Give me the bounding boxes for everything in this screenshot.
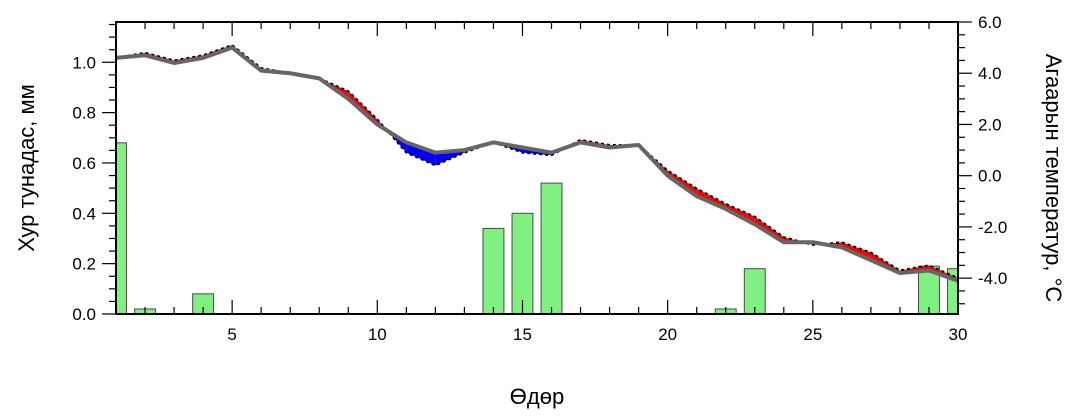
precipitation-bar bbox=[482, 227, 505, 315]
y-left-axis-title: Хур тунадас, мм bbox=[14, 84, 39, 252]
precipitation-bar bbox=[511, 212, 534, 315]
y-left-tick-label: 0.2 bbox=[72, 255, 96, 274]
y-left-tick-label: 0.6 bbox=[72, 154, 96, 173]
normal-temperature-line bbox=[115, 45, 959, 283]
y-left-tick-label: 0.8 bbox=[72, 104, 96, 123]
y-right-tick-label: 2.0 bbox=[978, 115, 1002, 134]
x-tick-label: 30 bbox=[949, 325, 968, 344]
y-left-tick-label: 0.4 bbox=[72, 204, 96, 223]
above-normal-fill bbox=[377, 119, 387, 131]
temperature-lines bbox=[115, 43, 959, 283]
y-right-tick-label: 4.0 bbox=[978, 64, 1002, 83]
axis-ticks bbox=[102, 21, 972, 315]
y-right-tick-label: 0.0 bbox=[978, 167, 1002, 186]
plot-frame bbox=[115, 21, 959, 315]
below-normal-fill bbox=[386, 130, 407, 153]
x-tick-label: 5 bbox=[227, 325, 236, 344]
y-left-tick-label: 0.0 bbox=[72, 305, 96, 324]
y-left-tick-label: 1.0 bbox=[72, 53, 96, 72]
x-tick-label: 25 bbox=[803, 325, 822, 344]
y-right-axis-title: Агаарын температур, °C bbox=[1041, 54, 1066, 303]
y-right-tick-label: -4.0 bbox=[978, 269, 1007, 288]
x-tick-label: 10 bbox=[368, 325, 387, 344]
precipitation-bars bbox=[115, 142, 959, 315]
axis-tick-labels: 5 10 15 20 25 30 0.0 0.2 0.4 0.6 0.8 1.0 -4.0 -2.0 0.0… bbox=[72, 13, 1007, 344]
y-right-tick-label: 6.0 bbox=[978, 13, 1002, 32]
x-tick-label: 15 bbox=[513, 325, 532, 344]
precipitation-bar bbox=[540, 182, 563, 315]
y-right-tick-label: -2.0 bbox=[978, 218, 1007, 237]
x-tick-label: 20 bbox=[658, 325, 677, 344]
below-normal-fill bbox=[406, 142, 436, 166]
precipitation-bar bbox=[115, 142, 127, 315]
x-axis-title: Өдөр bbox=[510, 384, 564, 409]
observed-temperature-line bbox=[115, 43, 959, 280]
